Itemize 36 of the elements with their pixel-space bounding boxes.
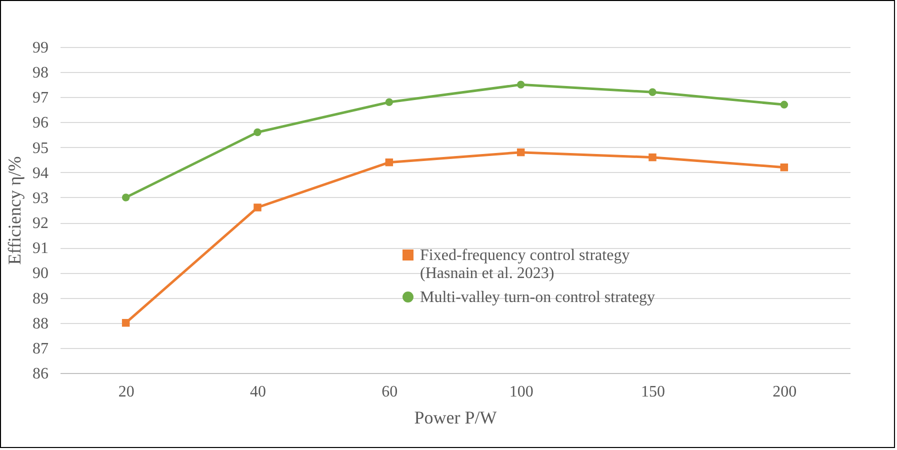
y-tick-label: 95 — [32, 140, 48, 157]
x-tick-label: 60 — [382, 384, 398, 400]
y-tick-label: 89 — [32, 290, 48, 308]
point — [385, 98, 394, 106]
point — [780, 163, 788, 172]
point — [648, 153, 656, 162]
point — [648, 88, 656, 96]
x-tick-label: 150 — [641, 384, 665, 400]
y-tick-label: 86 — [32, 366, 48, 382]
point — [780, 100, 788, 109]
y-tick-label: 96 — [32, 114, 48, 132]
x-axis-title: Power P/W — [414, 408, 497, 428]
y-tick-label: 97 — [32, 90, 48, 107]
point — [122, 194, 130, 202]
point — [516, 80, 525, 88]
legend-label: Fixed-frequency control strategy (Hasnain et al. 2023) — [420, 247, 630, 282]
y-tick-label: 99 — [32, 40, 48, 56]
point — [385, 158, 394, 166]
y-tick-label: 92 — [32, 215, 48, 232]
y-tick-label: 87 — [32, 340, 48, 358]
point — [122, 318, 130, 327]
y-tick-label: 98 — [32, 64, 48, 82]
x-tick-label: 200 — [772, 384, 797, 400]
y-axis-title: Efficiency η/% — [4, 156, 24, 265]
y-tick-label: 90 — [32, 265, 48, 282]
x-tick-label: 20 — [118, 384, 134, 400]
point — [254, 128, 262, 136]
legend-label: Multi-valley turn-on control strategy — [420, 289, 656, 306]
y-tick-label: 94 — [32, 164, 48, 182]
point — [516, 148, 525, 156]
x-tick-label: 100 — [509, 384, 534, 400]
x-tick-label: 40 — [250, 384, 266, 400]
y-tick-label: 93 — [32, 190, 48, 207]
point — [254, 204, 262, 212]
y-tick-label: 88 — [32, 315, 48, 332]
y-tick-label: 91 — [32, 240, 48, 258]
